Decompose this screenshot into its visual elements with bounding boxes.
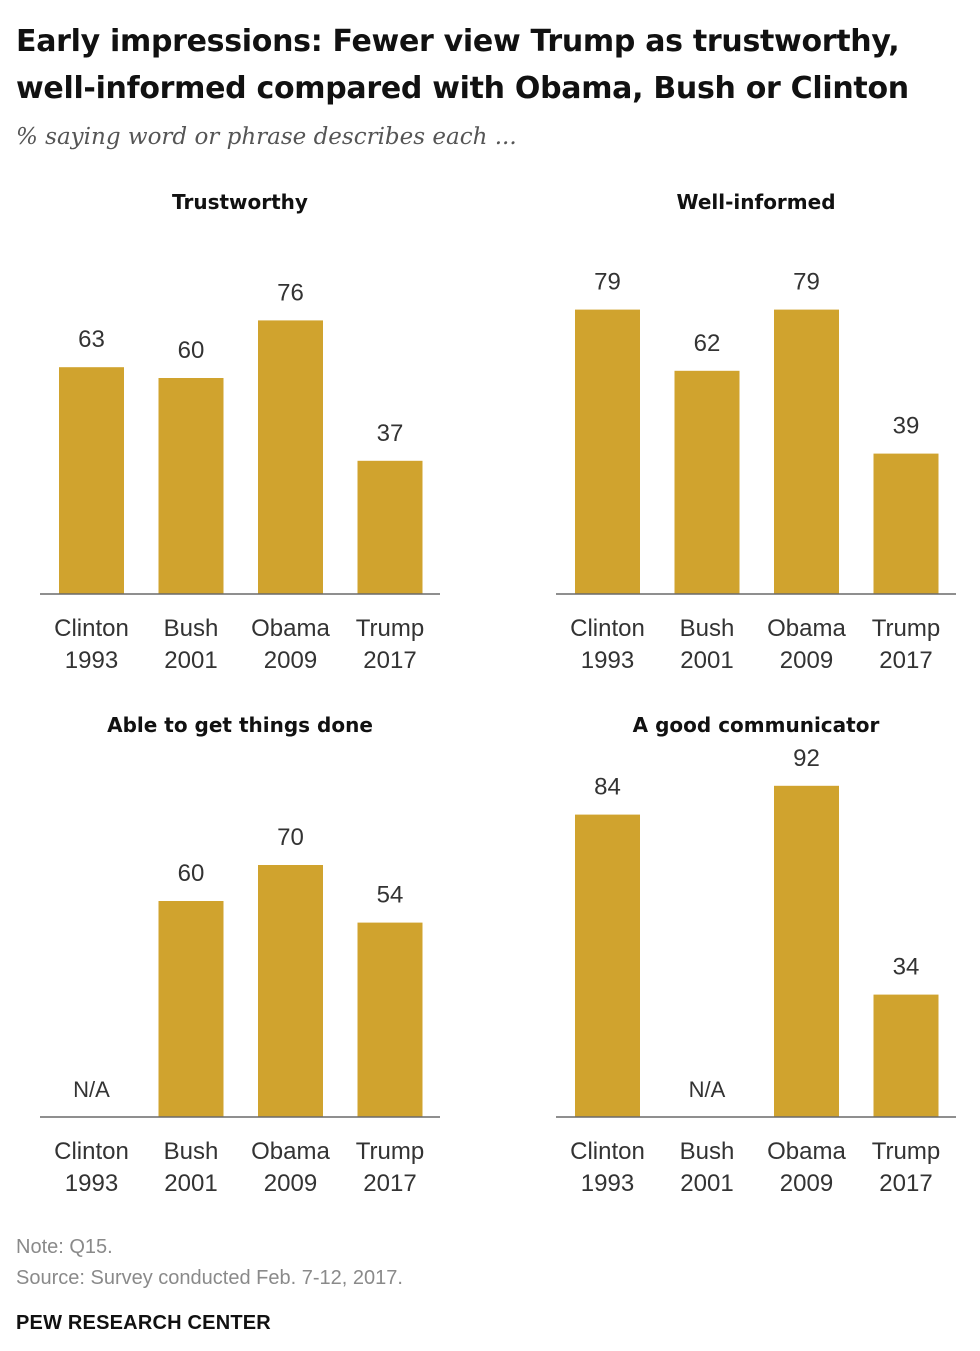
x-label-year-clinton: 1993: [65, 1170, 118, 1197]
bar-trump: [357, 460, 423, 594]
na-label-bush: N/A: [689, 1077, 726, 1102]
x-label-year-clinton: 1993: [65, 647, 118, 674]
bar-obama: [258, 320, 323, 594]
x-label-year-trump: 2017: [363, 1170, 416, 1197]
x-label-year-bush: 2001: [164, 1170, 217, 1197]
panel-good-communicator: A good communicator 84 Clinton 1993 N/A Bush 2…: [556, 713, 956, 1197]
x-label-year-trump: 2017: [363, 647, 416, 674]
x-label-clinton: Clinton: [570, 615, 645, 642]
value-label-clinton: 79: [594, 269, 621, 296]
bar-clinton: [575, 814, 640, 1117]
panel-trustworthy: Trustworthy 63 Clinton 1993 60 Bush 2001 76 Obam…: [40, 190, 440, 674]
na-label-clinton: N/A: [73, 1077, 110, 1102]
x-label-year-trump: 2017: [879, 647, 932, 674]
x-label-year-bush: 2001: [680, 1170, 733, 1197]
bar-bush: [674, 370, 740, 594]
value-label-trump: 34: [893, 954, 920, 981]
x-label-trump: Trump: [872, 1138, 940, 1165]
value-label-trump: 39: [893, 413, 920, 440]
value-label-obama: 79: [793, 269, 820, 296]
x-label-year-clinton: 1993: [581, 647, 634, 674]
x-label-year-trump: 2017: [879, 1170, 932, 1197]
value-label-obama: 76: [277, 279, 304, 306]
value-label-trump: 54: [377, 882, 404, 909]
value-label-clinton: 84: [594, 774, 621, 801]
panel-title: Able to get things done: [107, 713, 373, 737]
x-label-obama: Obama: [251, 1138, 330, 1165]
x-label-clinton: Clinton: [54, 615, 129, 642]
x-label-year-bush: 2001: [164, 647, 217, 674]
x-label-clinton: Clinton: [570, 1138, 645, 1165]
x-label-bush: Bush: [680, 615, 735, 642]
bar-obama: [774, 785, 839, 1117]
chart-title: Early impressions: Fewer view Trump as t…: [16, 18, 966, 112]
value-label-obama: 70: [277, 824, 304, 851]
bar-bush: [158, 901, 224, 1117]
bar-clinton: [59, 367, 124, 594]
title-line-1: Early impressions: Fewer view Trump as t…: [16, 24, 900, 59]
value-label-bush: 62: [694, 330, 721, 357]
note-text: Note: Q15.: [16, 1236, 113, 1258]
bar-bush: [158, 378, 224, 594]
bar-clinton: [575, 309, 640, 594]
value-label-trump: 37: [377, 420, 404, 447]
x-label-year-obama: 2009: [264, 1170, 317, 1197]
x-label-trump: Trump: [872, 615, 940, 642]
source-text: Source: Survey conducted Feb. 7-12, 2017…: [16, 1267, 403, 1289]
pew-logo-text: PEW RESEARCH CENTER: [16, 1312, 271, 1334]
x-label-trump: Trump: [356, 1138, 424, 1165]
bar-trump: [873, 994, 939, 1117]
value-label-obama: 92: [793, 745, 820, 772]
x-label-bush: Bush: [680, 1138, 735, 1165]
bar-trump: [357, 922, 423, 1117]
value-label-bush: 60: [178, 337, 205, 364]
x-label-obama: Obama: [767, 1138, 846, 1165]
x-label-bush: Bush: [164, 615, 219, 642]
x-label-clinton: Clinton: [54, 1138, 129, 1165]
x-label-year-bush: 2001: [680, 647, 733, 674]
title-line-2: well-informed compared with Obama, Bush …: [16, 71, 909, 106]
chart-subtitle: % saying word or phrase describes each .…: [16, 124, 517, 150]
x-label-bush: Bush: [164, 1138, 219, 1165]
x-label-year-obama: 2009: [780, 647, 833, 674]
x-label-obama: Obama: [251, 615, 330, 642]
x-label-year-obama: 2009: [264, 647, 317, 674]
x-label-year-obama: 2009: [780, 1170, 833, 1197]
bar-obama: [774, 309, 839, 594]
bar-obama: [258, 865, 323, 1117]
panel-title: Trustworthy: [172, 190, 308, 214]
value-label-clinton: 63: [78, 326, 105, 353]
bar-trump: [873, 453, 939, 594]
panel-title: Well-informed: [676, 190, 835, 214]
panel-get-things-done: Able to get things done N/A Clinton 1993 60 B…: [40, 713, 440, 1197]
x-label-trump: Trump: [356, 615, 424, 642]
panel-title: A good communicator: [633, 713, 880, 737]
x-label-obama: Obama: [767, 615, 846, 642]
x-label-year-clinton: 1993: [581, 1170, 634, 1197]
value-label-bush: 60: [178, 860, 205, 887]
panel-well-informed: Well-informed 79 Clinton 1993 62 Bush 2001 79 Ob…: [556, 190, 956, 674]
